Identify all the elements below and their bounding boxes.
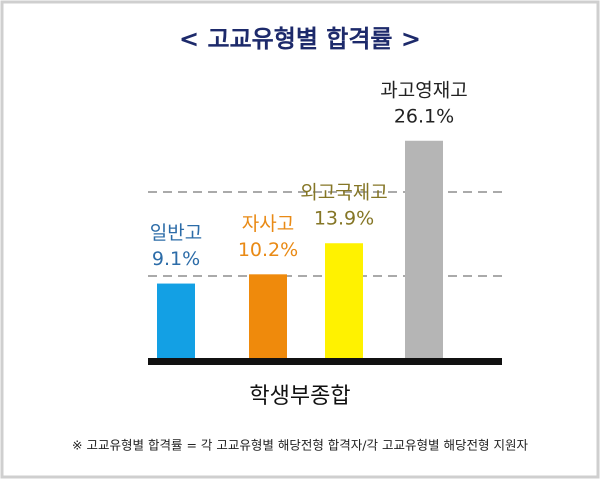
category-label: 외고국제고 <box>300 182 387 204</box>
value-label: 10.2% <box>238 239 298 261</box>
bar <box>157 283 195 360</box>
value-label: 13.9% <box>314 208 374 230</box>
bar <box>325 243 363 360</box>
x-axis <box>148 358 502 365</box>
category-label: 자사고 <box>242 213 294 235</box>
value-label: 26.1% <box>394 105 454 127</box>
x-axis-label: 학생부종합 <box>249 384 350 409</box>
bar <box>405 140 443 360</box>
value-label: 9.1% <box>152 248 200 270</box>
bar <box>249 274 287 360</box>
category-label: 일반고 <box>150 222 202 244</box>
category-label: 과고영재고 <box>380 79 467 101</box>
footnote: ※ 고교유형별 합격률 = 각 고교유형별 해당전형 합격자/각 고교유형별 해… <box>72 438 528 453</box>
chart-title: < 고교유형별 합격률 > <box>179 25 421 53</box>
